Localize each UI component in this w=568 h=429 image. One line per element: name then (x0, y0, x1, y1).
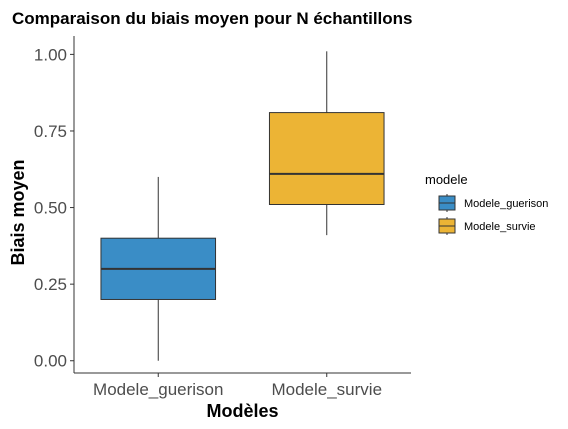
box-Modele_survie (268, 51, 385, 236)
plot-area: 0.000.250.500.751.00 Modele_guerison Mode… (34, 36, 411, 399)
chart-title: Comparaison du biais moyen pour N échant… (12, 9, 413, 28)
y-tick-label: 0.75 (34, 122, 67, 141)
y-tick-label: 0.50 (34, 199, 67, 218)
legend-items: Modele_guerison Modele_survie (438, 194, 548, 235)
x-axis-ticks: Modele_guerison Modele_survie (93, 373, 382, 399)
legend: modele Modele_guerison Modele_survie (425, 172, 548, 235)
legend-item: Modele_survie (438, 217, 536, 235)
x-tick-label: Modele_survie (271, 380, 382, 399)
y-tick-label: 1.00 (34, 45, 67, 64)
legend-item: Modele_guerison (438, 194, 548, 212)
y-tick-label: 0.00 (34, 352, 67, 371)
x-axis-title: Modèles (206, 401, 278, 421)
legend-label: Modele_survie (464, 221, 536, 233)
y-axis-ticks: 0.00 0.25 0.50 0.75 1.00 (34, 45, 74, 371)
legend-label: Modele_guerison (464, 198, 548, 210)
y-axis-title: Biais moyen (8, 159, 28, 265)
boxes (100, 51, 385, 361)
box-Modele_guerison (100, 176, 217, 361)
box-iqr (268, 112, 385, 205)
legend-title: modele (425, 172, 468, 187)
x-tick-label: Modele_guerison (93, 380, 223, 399)
y-tick-label: 0.25 (34, 275, 67, 294)
